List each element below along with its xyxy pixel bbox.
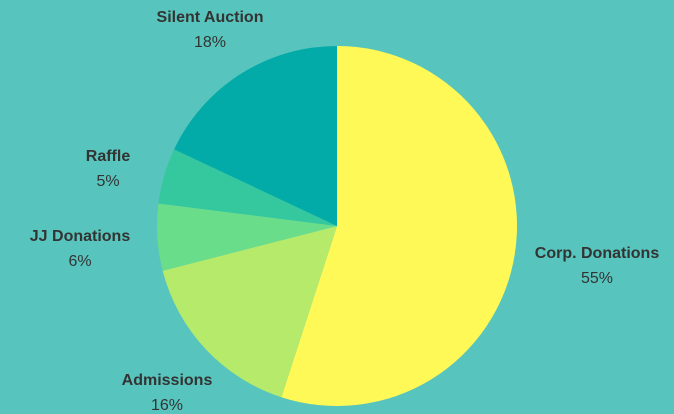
slice-value-label-silent-auction: 18% bbox=[194, 34, 226, 51]
pie-slice-corp-donations bbox=[281, 46, 518, 406]
pie-slice-admissions bbox=[162, 226, 337, 398]
slice-value-label-admissions: 16% bbox=[151, 397, 183, 414]
pie-slice-jj-donations bbox=[157, 203, 337, 271]
slice-value-label-raffle: 5% bbox=[96, 173, 119, 190]
slice-value-label-corp-donations: 55% bbox=[581, 270, 613, 287]
slice-label-corp-donations: Corp. Donations bbox=[535, 245, 660, 262]
pie-slice-raffle bbox=[158, 149, 337, 226]
slice-label-raffle: Raffle bbox=[86, 148, 131, 165]
pie-slices bbox=[157, 46, 518, 406]
slice-value-label-jj-donations: 6% bbox=[68, 253, 91, 270]
slice-label-jj-donations: JJ Donations bbox=[30, 228, 131, 245]
pie-labels: Corp. Donations 55% Admissions 16% JJ Donati… bbox=[30, 9, 660, 414]
slice-label-silent-auction: Silent Auction bbox=[157, 9, 264, 26]
pie-slice-silent-auction bbox=[174, 46, 337, 226]
slice-label-admissions: Admissions bbox=[122, 372, 213, 389]
